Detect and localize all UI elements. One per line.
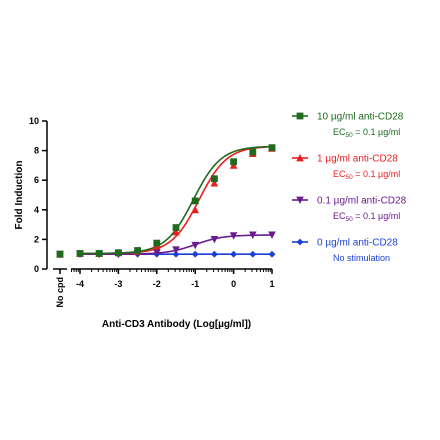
y-tick-label: 2	[34, 234, 39, 244]
data-points	[56, 144, 276, 259]
x-tick-label: -4	[76, 279, 84, 289]
data-point-nocpd	[56, 250, 64, 258]
data-point	[229, 232, 238, 240]
y-tick-label: 0	[34, 264, 39, 274]
x-tick-label: -1	[191, 279, 199, 289]
legend-note: EC50 = 0.1 µg/ml	[333, 211, 400, 223]
legend-marker	[296, 196, 304, 204]
x-tick-label: 1	[269, 279, 274, 289]
legend-entry: 0.1 µg/ml anti-CD28 EC50 = 0.1 µg/ml	[292, 196, 407, 223]
data-point	[211, 250, 218, 258]
legend-marker	[296, 238, 304, 246]
data-point	[211, 175, 218, 183]
legend-entry: 1 µg/ml anti-CD28 EC50 = 0.1 µg/ml	[292, 154, 400, 181]
data-point	[153, 249, 161, 257]
legend-note: EC50 = 0.1 µg/ml	[333, 169, 400, 181]
data-point	[172, 250, 180, 258]
y-tick-label: 6	[34, 175, 39, 185]
data-point	[134, 247, 141, 254]
data-point	[172, 246, 180, 254]
data-point	[230, 250, 237, 258]
legend-entry: 0 µg/ml anti-CD28 No stimulation	[292, 238, 398, 263]
data-point	[249, 148, 257, 156]
legend-label: 10 µg/ml anti-CD28	[317, 112, 404, 123]
x-tick-label: -3	[114, 279, 122, 289]
data-point	[191, 241, 199, 250]
data-point	[210, 236, 219, 244]
y-tick-label: 4	[34, 205, 39, 215]
data-point	[172, 228, 180, 236]
x-axis-title: Anti-CD3 Antibody (Log[µg/ml])	[102, 319, 251, 330]
data-point	[268, 250, 276, 258]
y-tick-label: 8	[34, 146, 39, 156]
data-point	[210, 179, 219, 187]
legend-marker	[296, 154, 304, 162]
legend-label: 1 µg/ml anti-CD28	[317, 154, 398, 165]
series-points	[56, 144, 276, 258]
y-tick-label: 10	[29, 116, 39, 126]
data-point	[172, 224, 180, 231]
data-point	[268, 231, 276, 239]
legend-label: 0.1 µg/ml anti-CD28	[317, 196, 407, 207]
data-point	[76, 250, 84, 257]
data-point	[191, 205, 199, 214]
data-point	[191, 250, 199, 258]
legend-entry: 10 µg/ml anti-CD28 EC50 = 0.1 µg/ml	[292, 112, 404, 139]
axes: 0 2 4 6 8 10 Fold Induction No cpd -4 -3 -2 -1 0 1 Ant…	[14, 116, 275, 330]
legend-marker	[296, 112, 304, 120]
legend-note: EC50 = 0.1 µg/ml	[333, 127, 400, 139]
data-point	[191, 197, 199, 205]
data-point	[249, 250, 257, 258]
y-axis-title: Fold Induction	[14, 161, 25, 230]
x-tick-label: 0	[231, 279, 236, 289]
data-point	[115, 249, 122, 257]
fit-curves	[79, 145, 273, 255]
legend-label: 0 µg/ml anti-CD28	[317, 238, 398, 249]
fit-curve	[80, 145, 273, 255]
data-point	[95, 250, 103, 257]
data-point	[249, 231, 257, 239]
data-point	[153, 239, 161, 247]
data-point	[268, 144, 276, 152]
data-point	[230, 158, 237, 166]
legend-note: No stimulation	[333, 253, 390, 263]
x-tick-label: -2	[153, 279, 161, 289]
x-tick-label-nocpd: No cpd	[55, 277, 65, 308]
